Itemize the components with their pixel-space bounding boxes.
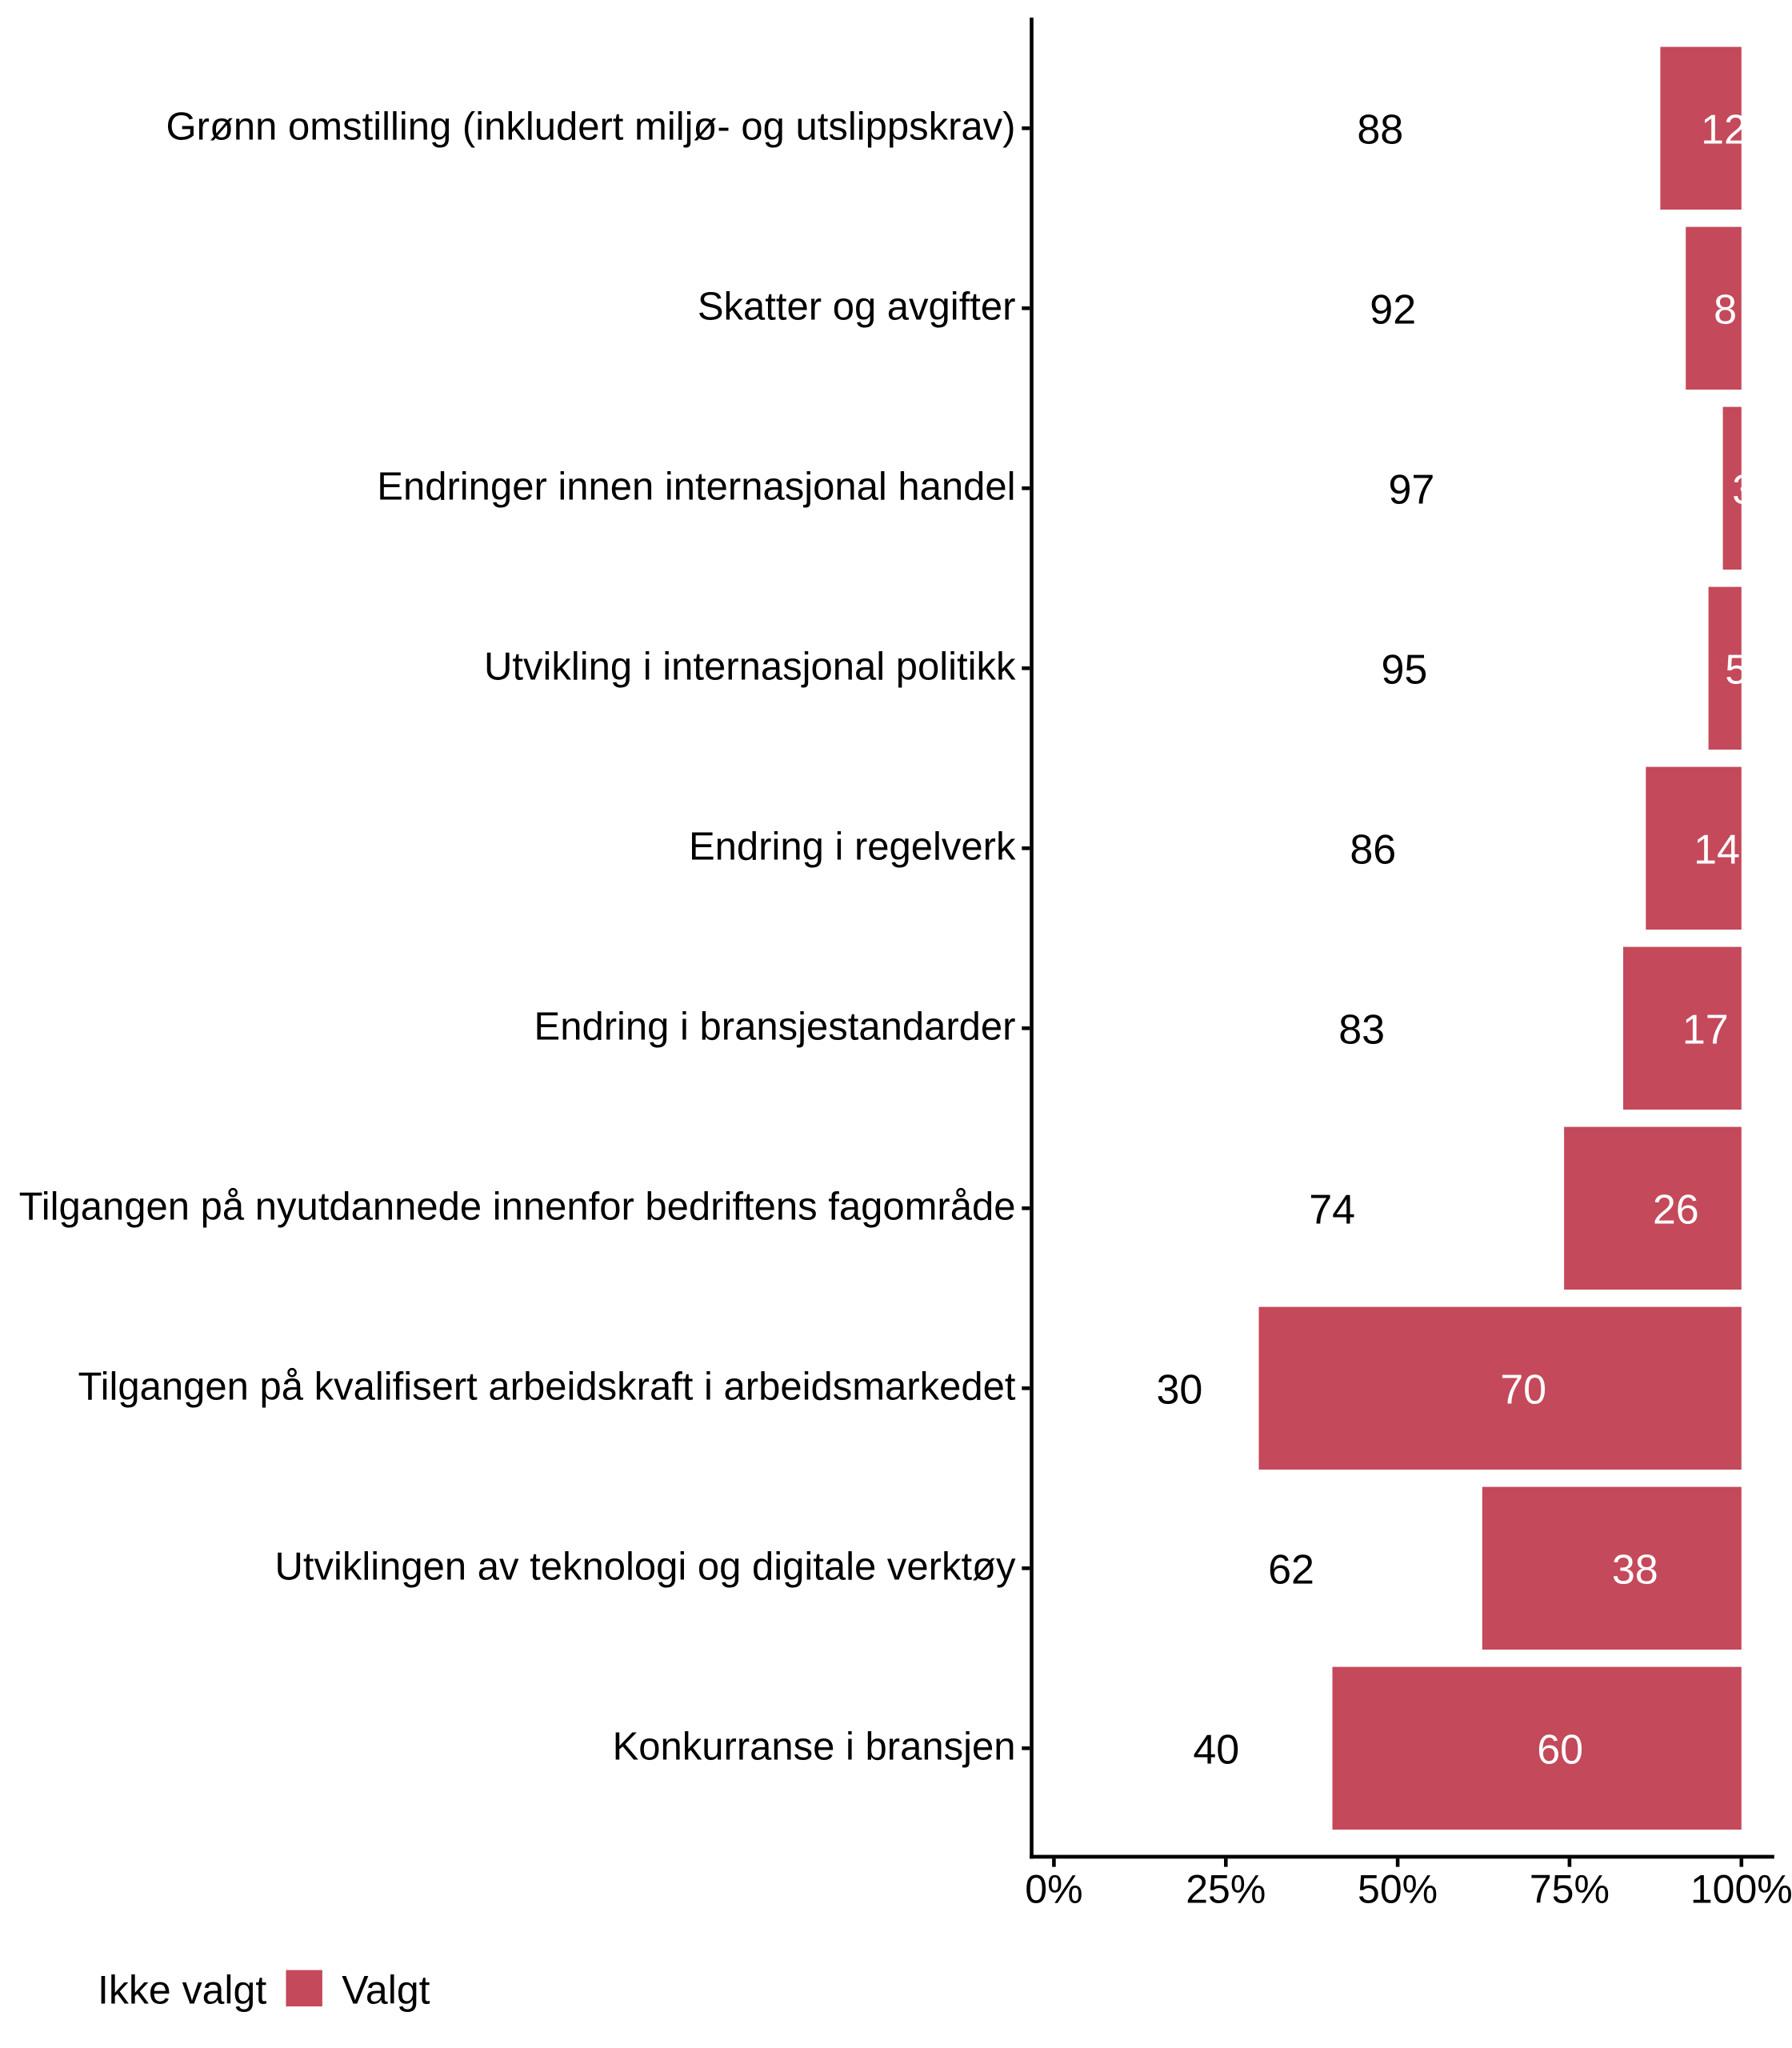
svg-text:Endringer innen internasjonal: Endringer innen internasjonal handel: [377, 465, 1015, 508]
svg-text:38: 38: [1612, 1546, 1658, 1593]
svg-text:30: 30: [1157, 1366, 1203, 1413]
svg-text:Utviklingen av teknologi og di: Utviklingen av teknologi og digitale ver…: [274, 1545, 1016, 1588]
svg-text:83: 83: [1338, 1006, 1385, 1053]
svg-text:Tilgangen på kvalifisert arbei: Tilgangen på kvalifisert arbeidskraft i …: [78, 1365, 1015, 1408]
svg-text:Endring i regelverk: Endring i regelverk: [689, 825, 1016, 868]
svg-text:17: 17: [1682, 1006, 1729, 1053]
svg-text:Skatter og avgifter: Skatter og avgifter: [698, 285, 1016, 328]
svg-text:86: 86: [1350, 826, 1396, 873]
svg-text:Grønn omstilling (inkludert mi: Grønn omstilling (inkludert miljø- og ut…: [166, 105, 1016, 148]
svg-text:100%: 100%: [1690, 1867, 1792, 1912]
svg-text:40: 40: [1193, 1726, 1239, 1773]
svg-text:62: 62: [1268, 1546, 1314, 1593]
svg-text:Utvikling i internasjonal poli: Utvikling i internasjonal politikk: [484, 645, 1016, 688]
svg-text:Endring i bransjestandarder: Endring i bransjestandarder: [534, 1005, 1016, 1048]
svg-text:Valgt: Valgt: [342, 1968, 430, 2013]
svg-text:0%: 0%: [1025, 1867, 1082, 1912]
svg-text:75%: 75%: [1530, 1867, 1610, 1912]
svg-text:3: 3: [1732, 466, 1755, 513]
svg-text:60: 60: [1537, 1726, 1583, 1773]
svg-text:50%: 50%: [1358, 1867, 1438, 1912]
svg-text:12: 12: [1701, 106, 1747, 153]
svg-text:25%: 25%: [1186, 1867, 1266, 1912]
svg-text:14: 14: [1694, 826, 1740, 873]
svg-text:70: 70: [1500, 1366, 1546, 1413]
svg-text:26: 26: [1653, 1186, 1699, 1233]
svg-text:Konkurranse i bransjen: Konkurranse i bransjen: [613, 1725, 1016, 1768]
svg-text:92: 92: [1370, 286, 1416, 333]
svg-text:95: 95: [1382, 646, 1428, 693]
svg-text:97: 97: [1389, 466, 1435, 513]
svg-text:88: 88: [1357, 106, 1403, 153]
svg-text:5: 5: [1725, 646, 1748, 693]
svg-text:74: 74: [1309, 1186, 1355, 1233]
svg-text:Tilgangen på nyutdannede innen: Tilgangen på nyutdannede innenfor bedrif…: [19, 1185, 1016, 1228]
svg-text:8: 8: [1714, 286, 1737, 333]
svg-text:Ikke valgt: Ikke valgt: [98, 1968, 266, 2013]
